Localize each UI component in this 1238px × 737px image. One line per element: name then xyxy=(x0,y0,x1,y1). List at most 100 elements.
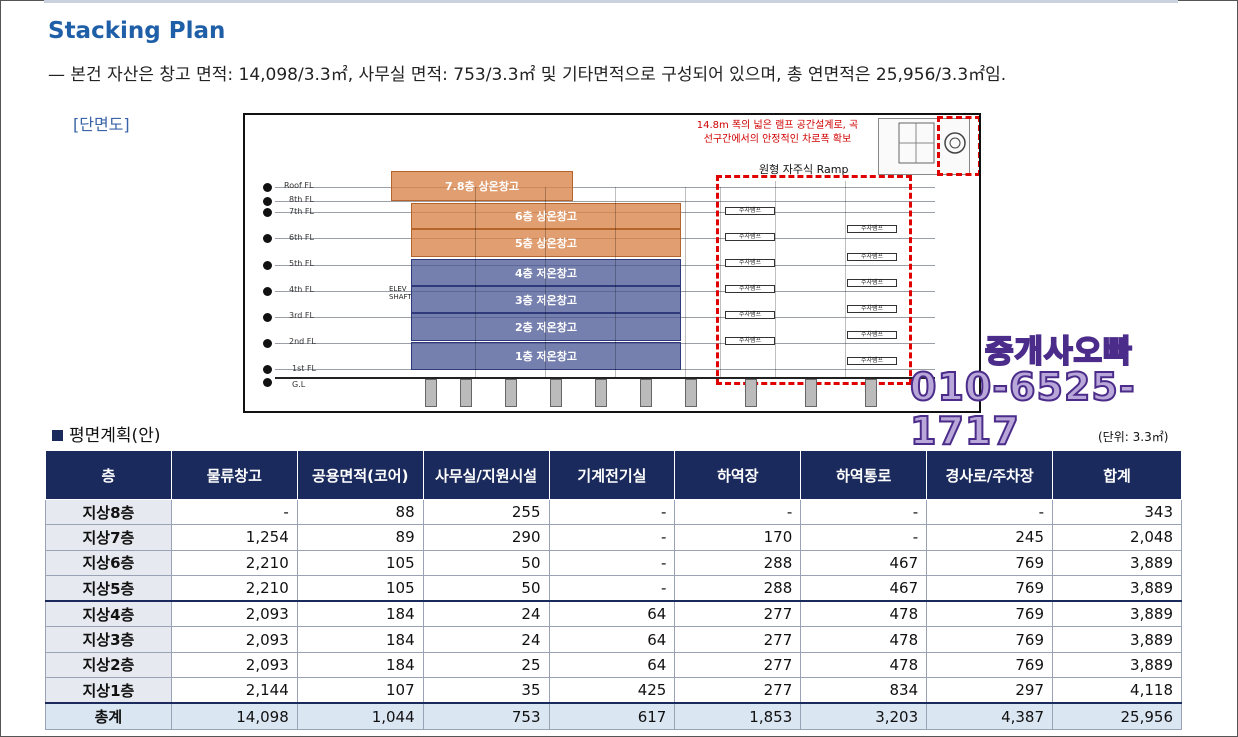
pile xyxy=(745,379,757,407)
value-cell: 478 xyxy=(800,600,928,628)
structure-column xyxy=(475,187,476,377)
value-cell: 35 xyxy=(422,677,550,704)
level-marker xyxy=(263,261,272,270)
pile xyxy=(595,379,607,407)
value-cell: 3,889 xyxy=(1052,600,1182,628)
watermark-name: 중개사오빠 xyxy=(984,333,1133,371)
ramp-core-wall xyxy=(845,181,846,377)
table-row: 지상4층 2,093 184 24 64 277 478 769 3,889 xyxy=(45,600,1182,628)
value-cell: 3,889 xyxy=(1052,651,1182,679)
column-header: 합계 xyxy=(1052,450,1182,500)
value-cell: 478 xyxy=(800,626,928,653)
value-cell: 343 xyxy=(1052,498,1182,526)
ramp-slab: 주차램프 xyxy=(847,279,897,287)
ramp-note-line1: 14.8m 폭의 넓은 램프 공간설계로, 곡 xyxy=(696,120,859,131)
pile xyxy=(505,379,517,407)
ground-line xyxy=(275,377,935,379)
column-header: 기계전기실 xyxy=(548,450,676,500)
value-cell: - xyxy=(548,524,676,551)
ramp-key-highlight xyxy=(937,116,979,176)
level-marker xyxy=(263,208,272,217)
value-cell: 105 xyxy=(296,574,424,602)
value-cell: 24 xyxy=(422,600,550,628)
page-title: Stacking Plan xyxy=(48,18,226,44)
cross-section-diagram: Roof FL 8th FL 7th FL 6th FL 5th FL 4th … xyxy=(243,113,981,413)
ramp-note: 14.8m 폭의 넓은 램프 공간설계로, 곡 선구간에서의 안정적인 차로폭 … xyxy=(665,119,890,147)
column-header: 하역통로 xyxy=(800,450,928,500)
value-cell: 2,210 xyxy=(170,549,298,576)
floor-label-2: 2nd FL xyxy=(289,337,316,346)
section-diagram-link[interactable]: [단면도] xyxy=(73,115,130,134)
ramp-slab: 주차램프 xyxy=(847,253,897,261)
watermark-phone: 010-6525-1717 xyxy=(909,364,1136,454)
value-cell: 834 xyxy=(800,677,928,704)
band-label: 6층 상온창고 xyxy=(514,210,578,223)
value-cell: 4,118 xyxy=(1052,677,1182,704)
value-cell: 1,044 xyxy=(296,702,424,730)
top-divider xyxy=(44,0,1178,3)
value-cell: 3,889 xyxy=(1052,574,1182,602)
value-cell: 89 xyxy=(296,524,424,551)
value-cell: 255 xyxy=(422,498,550,526)
band-label: 5층 상온창고 xyxy=(514,237,578,250)
value-cell: 25 xyxy=(422,651,550,679)
level-marker xyxy=(263,378,272,387)
value-cell: 64 xyxy=(548,626,676,653)
value-cell: 88 xyxy=(296,498,424,526)
pile xyxy=(865,379,877,407)
value-cell: 277 xyxy=(674,626,802,653)
value-cell: 24 xyxy=(422,626,550,653)
floor-cell: 지상4층 xyxy=(45,600,172,628)
value-cell: - xyxy=(170,498,298,526)
level-marker xyxy=(263,234,272,243)
band-label: 1층 저온창고 xyxy=(514,350,578,363)
value-cell: 184 xyxy=(296,600,424,628)
value-cell: 2,093 xyxy=(170,600,298,628)
band-6-floor: 6층 상온창고 xyxy=(411,203,681,229)
table-row: 지상6층 2,210 105 50-288 467 769 3,889 xyxy=(45,549,1182,576)
structure-column xyxy=(545,187,546,377)
pile xyxy=(640,379,652,407)
value-cell: 107 xyxy=(296,677,424,704)
value-cell: 2,093 xyxy=(170,651,298,679)
level-marker xyxy=(263,287,272,296)
value-cell: 467 xyxy=(800,549,928,576)
table-section-label: 평면계획(안) xyxy=(69,426,161,446)
floor-cell: 지상6층 xyxy=(45,549,172,576)
table-row: 지상3층 2,093 184 24 64 277 478 769 3,889 xyxy=(45,626,1182,653)
value-cell: 290 xyxy=(422,524,550,551)
level-marker xyxy=(263,183,272,192)
pile xyxy=(805,379,817,407)
value-cell: 64 xyxy=(548,600,676,628)
value-cell: 467 xyxy=(800,574,928,602)
column-header: 물류창고 xyxy=(170,450,298,500)
column-header: 경사로/주차장 xyxy=(926,450,1054,500)
band-5-floor: 5층 상온창고 xyxy=(411,229,681,257)
table-header-row: 층 물류창고 공용면적(코어) 사무실/지원시설 기계전기실 하역장 하역통로 경사로/주차장… xyxy=(45,450,1182,500)
structure-column xyxy=(720,187,721,377)
value-cell: 1,254 xyxy=(170,524,298,551)
value-cell: - xyxy=(926,498,1054,526)
ramp-key-plan xyxy=(878,118,970,175)
floor-label-5: 5th FL xyxy=(289,259,314,268)
ramp-slab: 주차램프 xyxy=(847,357,897,365)
level-marker xyxy=(263,365,272,374)
pile xyxy=(550,379,562,407)
band-1-floor: 1층 저온창고 xyxy=(411,342,681,370)
value-cell: 245 xyxy=(926,524,1054,551)
unit-label: (단위: 3.3㎡) xyxy=(1098,430,1169,444)
value-cell: 64 xyxy=(548,651,676,679)
value-cell: 184 xyxy=(296,651,424,679)
table-row: 지상1층 2,144 107 35 425 277 834 297 4,118 xyxy=(45,677,1182,704)
total-row: 총계 14,098 1,044 753 617 1,853 3,203 4,387 25,956 xyxy=(45,702,1182,730)
value-cell: 277 xyxy=(674,600,802,628)
floor-label-7: 7th FL xyxy=(289,207,314,216)
value-cell: 50 xyxy=(422,549,550,576)
value-cell: 769 xyxy=(926,574,1054,602)
value-cell: - xyxy=(800,498,928,526)
value-cell: 1,853 xyxy=(674,702,802,730)
value-cell: - xyxy=(548,498,676,526)
value-cell: - xyxy=(800,524,928,551)
ramp-slab: 주차램프 xyxy=(725,207,775,215)
band-7-8-floor: 7.8층 상온창고 xyxy=(391,171,573,201)
